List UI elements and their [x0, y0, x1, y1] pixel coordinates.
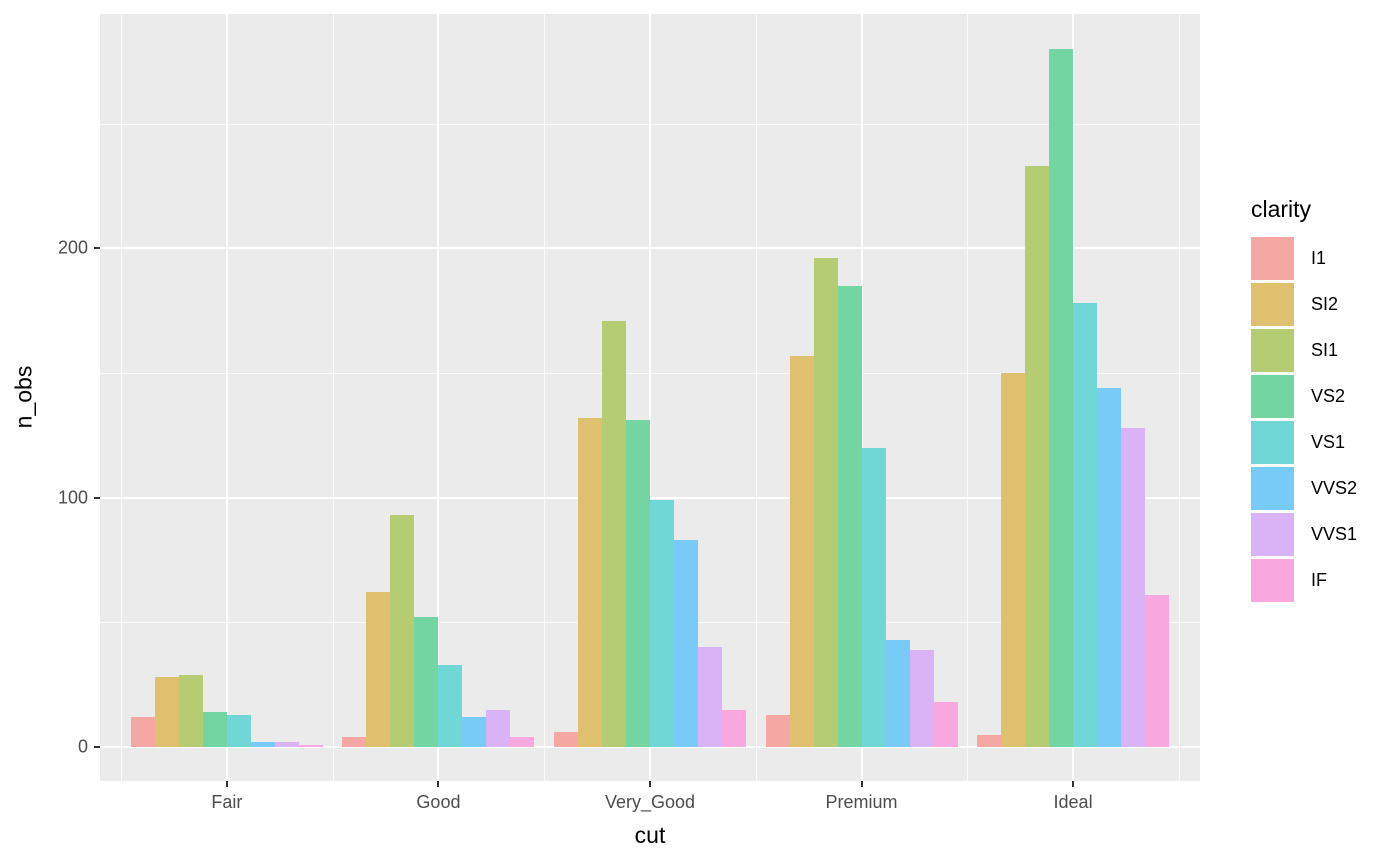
legend-key-I1: I1 [1251, 237, 1396, 280]
bar-Good-SI2 [366, 592, 391, 747]
gridline-vertical-minor [544, 14, 546, 781]
bar-Good-I1 [342, 737, 367, 747]
plot-panel [100, 14, 1200, 781]
x-axis-tick [860, 781, 863, 787]
bar-Ideal-I1 [977, 735, 1002, 747]
legend-key-VS2: VS2 [1251, 375, 1396, 418]
x-tick-label-Ideal: Ideal [1053, 792, 1093, 812]
bar-Fair-VVS2 [250, 742, 275, 747]
gridline-vertical-major [225, 14, 228, 781]
legend-swatch-icon [1251, 283, 1294, 326]
bar-Very_Good-VVS2 [674, 540, 698, 747]
legend-label: VVS1 [1311, 524, 1358, 544]
bar-Good-VVS2 [462, 717, 487, 747]
bar-Good-SI1 [390, 515, 415, 747]
y-axis-tick [94, 496, 100, 499]
bar-Fair-IF [298, 745, 323, 747]
x-axis-title: cut [634, 822, 666, 848]
bar-Ideal-VVS2 [1097, 388, 1122, 747]
gridline-vertical-minor [1178, 14, 1180, 781]
x-axis-tick [225, 781, 228, 787]
bar-Very_Good-I1 [554, 732, 578, 747]
x-axis-tick [437, 781, 440, 787]
bar-Good-VS2 [414, 617, 439, 747]
legend-swatch-icon [1251, 329, 1294, 372]
bar-Premium-I1 [765, 715, 790, 747]
gridline-vertical-minor [332, 14, 334, 781]
gridline-vertical-minor [755, 14, 757, 781]
legend-label: VVS2 [1311, 478, 1358, 498]
legend-label: VS1 [1311, 432, 1346, 452]
y-axis-tick [94, 746, 100, 748]
bar-Premium-VS2 [837, 286, 862, 747]
legend-key-SI1: SI1 [1251, 329, 1396, 372]
x-tick-label-Very_Good: Very_Good [604, 792, 696, 812]
y-axis-title: n_obs [10, 365, 37, 429]
bar-Very_Good-SI1 [602, 321, 626, 747]
legend: clarity I1 SI2 SI1 VS2 VS1 VVS2 VVS1 IF [1251, 196, 1396, 605]
gridline-vertical-minor [967, 14, 969, 781]
bar-Very_Good-VS1 [650, 500, 674, 747]
legend-label: VS2 [1311, 386, 1346, 406]
legend-key-VVS1: VVS1 [1251, 513, 1396, 556]
legend-label: SI2 [1311, 294, 1339, 314]
legend-label: I1 [1311, 248, 1327, 268]
bar-Premium-VVS2 [885, 640, 910, 747]
legend-title: clarity [1251, 196, 1312, 222]
x-tick-label-Premium: Premium [825, 792, 898, 812]
legend-swatch-icon [1251, 237, 1294, 280]
legend-key-IF: IF [1251, 559, 1396, 602]
legend-swatch-icon [1251, 421, 1294, 464]
gridline-vertical-major [649, 14, 651, 781]
x-axis-tick [649, 781, 651, 787]
legend-swatch-icon [1251, 467, 1294, 510]
y-tick-label-0: 0 [77, 736, 88, 757]
bar-Fair-I1 [130, 717, 155, 747]
gridline-vertical-minor [121, 14, 123, 781]
x-tick-label-Good: Good [416, 792, 461, 812]
bar-Fair-VS2 [202, 712, 227, 747]
bar-Premium-SI2 [789, 356, 814, 747]
legend-key-SI2: SI2 [1251, 283, 1396, 326]
bar-Ideal-VS1 [1073, 303, 1098, 747]
bar-Ideal-SI2 [1001, 373, 1026, 747]
gridline-vertical-major [860, 14, 863, 781]
legend-swatch-icon [1251, 375, 1294, 418]
legend-key-VS1: VS1 [1251, 421, 1396, 464]
bar-Fair-VS1 [226, 715, 251, 747]
bar-Very_Good-IF [722, 710, 746, 747]
legend-label: IF [1311, 570, 1327, 590]
y-tick-label-200: 200 [57, 237, 88, 258]
x-tick-label-Fair: Fair [211, 792, 243, 812]
bar-Premium-SI1 [813, 258, 838, 747]
legend-swatch-icon [1251, 513, 1294, 556]
bar-Good-VVS1 [486, 710, 511, 747]
bar-Good-IF [510, 737, 535, 747]
bar-Good-VS1 [438, 665, 463, 747]
bar-Premium-IF [933, 702, 958, 747]
y-axis-tick [94, 247, 100, 250]
legend-key-VVS2: VVS2 [1251, 467, 1396, 510]
bar-Fair-VVS1 [274, 742, 299, 747]
bar-Premium-VVS1 [909, 650, 934, 747]
bar-Fair-SI1 [178, 675, 203, 747]
bar-Very_Good-VS2 [626, 420, 650, 747]
bar-Very_Good-SI2 [578, 418, 602, 747]
bar-Very_Good-VVS1 [698, 647, 722, 747]
bar-Premium-VS1 [861, 448, 886, 747]
bar-Fair-SI2 [154, 677, 179, 747]
bar-Ideal-VS2 [1049, 49, 1074, 747]
legend-keys: I1 SI2 SI1 VS2 VS1 VVS2 VVS1 IF [1251, 237, 1396, 602]
legend-swatch-icon [1251, 559, 1294, 602]
y-tick-label-100: 100 [57, 487, 88, 508]
x-axis-tick [1072, 781, 1075, 787]
bar-Ideal-SI1 [1025, 166, 1050, 747]
gridline-vertical-major [437, 14, 440, 781]
bar-Ideal-VVS1 [1121, 428, 1146, 747]
bar-Ideal-IF [1145, 595, 1170, 747]
legend-label: SI1 [1311, 340, 1339, 360]
